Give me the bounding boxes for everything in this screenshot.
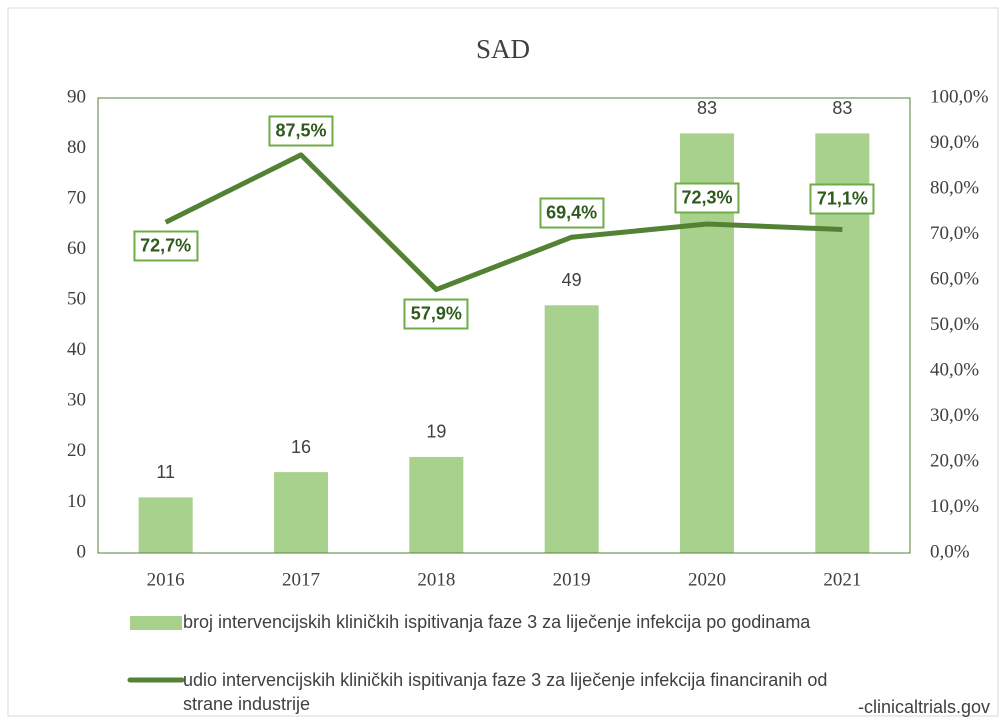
x-tick-label: 2021 bbox=[823, 569, 861, 590]
bar bbox=[274, 472, 328, 553]
data-label: 69,4% bbox=[539, 197, 605, 229]
data-label: 71,1% bbox=[809, 183, 875, 215]
y-tick-label: 90 bbox=[67, 86, 86, 107]
y2-tick-label: 0,0% bbox=[930, 541, 970, 562]
y-tick-label: 60 bbox=[67, 238, 86, 259]
data-label: 49 bbox=[562, 270, 582, 290]
data-label: 11 bbox=[156, 462, 175, 482]
line bbox=[164, 152, 843, 293]
bar bbox=[544, 305, 599, 553]
y2-tick-label: 70,0% bbox=[930, 223, 979, 244]
legend-swatch bbox=[130, 616, 182, 630]
y2-tick-label: 80,0% bbox=[930, 177, 979, 198]
data-label: 72,3% bbox=[674, 182, 740, 214]
legend-label: broj intervencijskih kliničkih ispitivan… bbox=[183, 612, 811, 632]
data-label: 87,5% bbox=[268, 115, 334, 147]
y2-tick-label: 40,0% bbox=[930, 359, 979, 380]
bar bbox=[409, 456, 464, 553]
chart-border bbox=[7, 7, 999, 717]
chart-title: SAD bbox=[476, 34, 530, 64]
legend-label: udio intervencijskih kliničkih ispitivan… bbox=[183, 670, 828, 714]
y2-tick-label: 60,0% bbox=[930, 268, 979, 289]
data-label: 19 bbox=[426, 422, 446, 442]
y-tick-label: 10 bbox=[67, 491, 86, 512]
data-label: 83 bbox=[697, 98, 717, 118]
data-label: 83 bbox=[832, 98, 852, 118]
y2-tick-label: 90,0% bbox=[930, 132, 979, 153]
y2-tick-label: 30,0% bbox=[930, 405, 979, 426]
y-tick-label: 0 bbox=[77, 541, 87, 562]
annotation: -clinicaltrials.gov bbox=[857, 697, 990, 717]
y-tick-label: 50 bbox=[67, 289, 86, 310]
y2-tick-label: 100,0% bbox=[930, 86, 989, 107]
x-tick-label: 2016 bbox=[147, 569, 185, 590]
x-tick-label: 2019 bbox=[553, 569, 591, 590]
data-label: 72,7% bbox=[133, 230, 199, 262]
bar bbox=[138, 497, 193, 553]
plot-border bbox=[97, 97, 911, 554]
y-tick-label: 70 bbox=[67, 187, 86, 208]
data-label: 16 bbox=[291, 437, 311, 457]
y-tick-label: 40 bbox=[67, 339, 86, 360]
data-label: 57,9% bbox=[403, 298, 469, 330]
y-tick-label: 20 bbox=[67, 440, 86, 461]
y-tick-label: 80 bbox=[67, 137, 86, 158]
y2-tick-label: 10,0% bbox=[930, 496, 979, 517]
x-tick-label: 2020 bbox=[688, 569, 726, 590]
y2-tick-label: 50,0% bbox=[930, 314, 979, 335]
x-tick-label: 2018 bbox=[417, 569, 455, 590]
y2-tick-label: 20,0% bbox=[930, 450, 979, 471]
x-tick-label: 2017 bbox=[282, 569, 320, 590]
y-tick-label: 30 bbox=[67, 390, 86, 411]
